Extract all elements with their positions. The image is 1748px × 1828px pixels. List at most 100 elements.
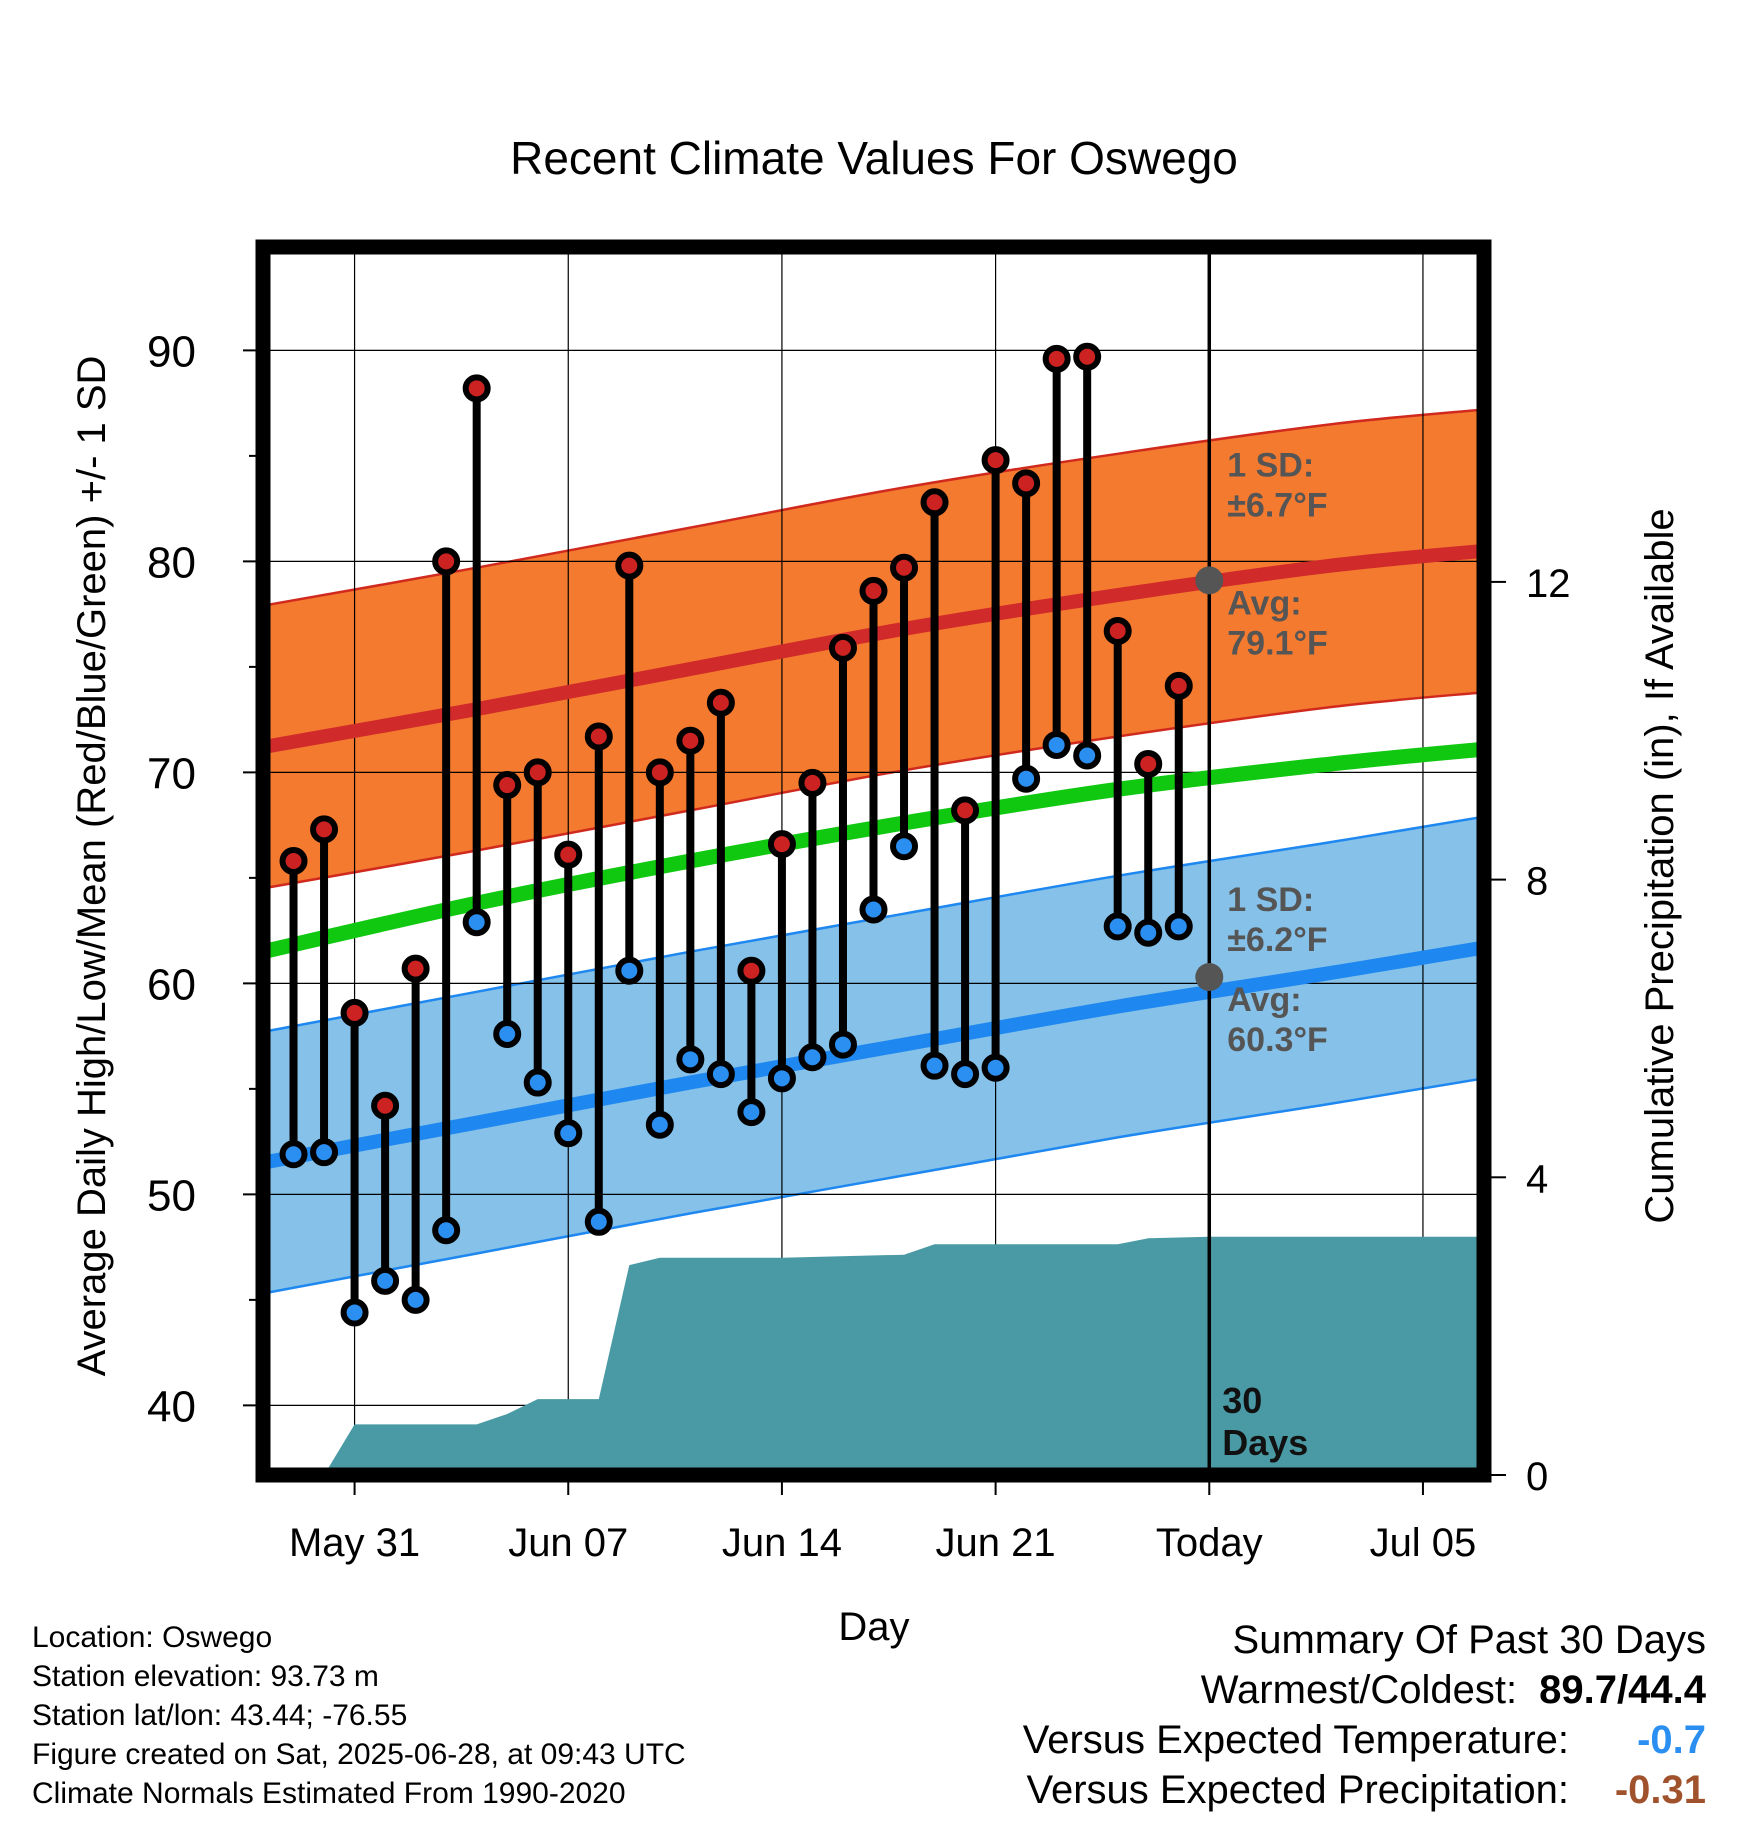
warmest-value: 89.7 [1539,1668,1618,1712]
daily-low-point [981,1053,1010,1082]
daily-high-point [1012,469,1041,498]
value-separator: / [1617,1668,1629,1712]
daily-high-point [371,1091,400,1120]
y2-axis-label: Cumulative Precipitation (in), If Availa… [1638,508,1682,1223]
daily-low-point [1164,912,1193,941]
daily-high-point [767,830,796,859]
daily-low-point [890,832,919,861]
low-normal-line [261,940,1486,1170]
daily-high-point [584,722,613,751]
daily-high-point [340,998,369,1027]
x-tick-label: Today [1156,1521,1263,1565]
daily-low-point [737,1098,766,1127]
daily-high-point [981,446,1010,475]
daily-high-point [890,553,919,582]
today-low-avg-marker [1195,963,1224,992]
coldest-value: 44.4 [1628,1668,1706,1712]
daily-low-point [401,1285,430,1314]
daily-low-point [920,1051,949,1080]
chart-title: Recent Climate Values For Oswego [510,132,1238,184]
warmest-coldest-row: Warmest/Coldest: 89.7/44.4 [886,1668,1706,1718]
high-sd-value: ±6.7°F [1227,486,1327,524]
daily-high-point [1103,617,1132,646]
precip-departure-value: -0.31 [1614,1768,1706,1812]
window-days-word: Days [1222,1422,1308,1463]
daily-high-point [615,551,644,580]
daily-high-point [645,758,674,787]
daily-high-point [554,840,583,869]
summary-panel: Summary Of Past 30 Days Warmest/Coldest:… [886,1618,1706,1818]
precip-departure-row: Versus Expected Precipitation: -0.31 [886,1768,1706,1818]
high-avg-title: Avg: [1227,584,1301,622]
daily-high-point [462,374,491,403]
location-text: Location: Oswego [32,1621,273,1654]
y2-tick-label: 12 [1526,562,1571,606]
high-sd-title: 1 SD: [1227,446,1314,484]
summary-title: Summary Of Past 30 Days [1232,1618,1706,1662]
x-tick-label: Jul 05 [1370,1521,1477,1565]
low-avg-title: Avg: [1227,981,1301,1019]
daily-low-point [798,1043,827,1072]
y-axis-tick-labels: 40 50 60 70 80 90 [147,327,256,1431]
daily-high-point [798,768,827,797]
daily-high-point [1134,749,1163,778]
temp-departure-row: Versus Expected Temperature: -0.7 [886,1718,1706,1768]
daily-low-point [1134,918,1163,947]
daily-low-point [584,1207,613,1236]
daily-low-point [859,895,888,924]
summary-title-row: Summary Of Past 30 Days [886,1618,1706,1668]
daily-low-point [371,1266,400,1295]
daily-high-point [310,815,339,844]
daily-low-point [1073,741,1102,770]
daily-low-point [1042,730,1071,759]
daily-low-point [340,1298,369,1327]
y-tick-label: 90 [147,327,196,376]
daily-high-point [1164,671,1193,700]
daily-low-point [951,1060,980,1089]
daily-low-point [828,1030,857,1059]
y2-axis-tick-labels: 0 4 8 12 [1491,562,1571,1499]
daily-high-point [859,576,888,605]
daily-high-point [676,726,705,755]
daily-low-point [279,1140,308,1169]
daily-high-point [279,847,308,875]
window-days-number: 30 [1222,1380,1262,1421]
daily-high-point [951,796,980,825]
daily-low-point [462,908,491,937]
daily-high-point [706,688,735,717]
daily-low-point [432,1216,461,1245]
low-avg-value: 60.3°F [1227,1021,1328,1059]
y-tick-label: 40 [147,1382,196,1431]
y-tick-label: 70 [147,749,196,798]
high-avg-value: 79.1°F [1227,624,1328,662]
daily-high-point [828,633,857,662]
daily-low-point [1103,912,1132,941]
daily-high-point [432,547,461,576]
normals-text: Climate Normals Estimated From 1990-2020 [32,1777,626,1810]
x-axis-label: Day [838,1605,909,1649]
elevation-text: Station elevation: 93.73 m [32,1660,379,1693]
warmest-coldest-label: Warmest/Coldest: [1200,1668,1518,1712]
daily-low-point [554,1119,583,1148]
daily-low-point [706,1060,735,1089]
y2-tick-label: 8 [1526,860,1548,904]
daily-high-point [1073,342,1102,371]
daily-high-point [493,771,522,800]
low-sd-title: 1 SD: [1227,881,1314,919]
today-high-avg-marker [1195,566,1224,595]
daily-low-point [676,1045,705,1074]
precip-departure-label: Versus Expected Precipitation: [1026,1768,1569,1812]
daily-low-point [615,956,644,985]
y-axis-label: Average Daily High/Low/Mean (Red/Blue/Gr… [70,356,114,1377]
daily-low-point [310,1138,339,1167]
daily-low-point [767,1064,796,1093]
x-axis-tick-labels: May 31 Jun 07 Jun 14 Jun 21 Today Jul 05 [289,1482,1476,1565]
daily-high-point [920,488,949,517]
x-tick-label: May 31 [289,1521,420,1565]
temp-departure-label: Versus Expected Temperature: [1022,1718,1569,1762]
daily-low-point [523,1068,552,1097]
plot-frame [255,239,1492,1483]
